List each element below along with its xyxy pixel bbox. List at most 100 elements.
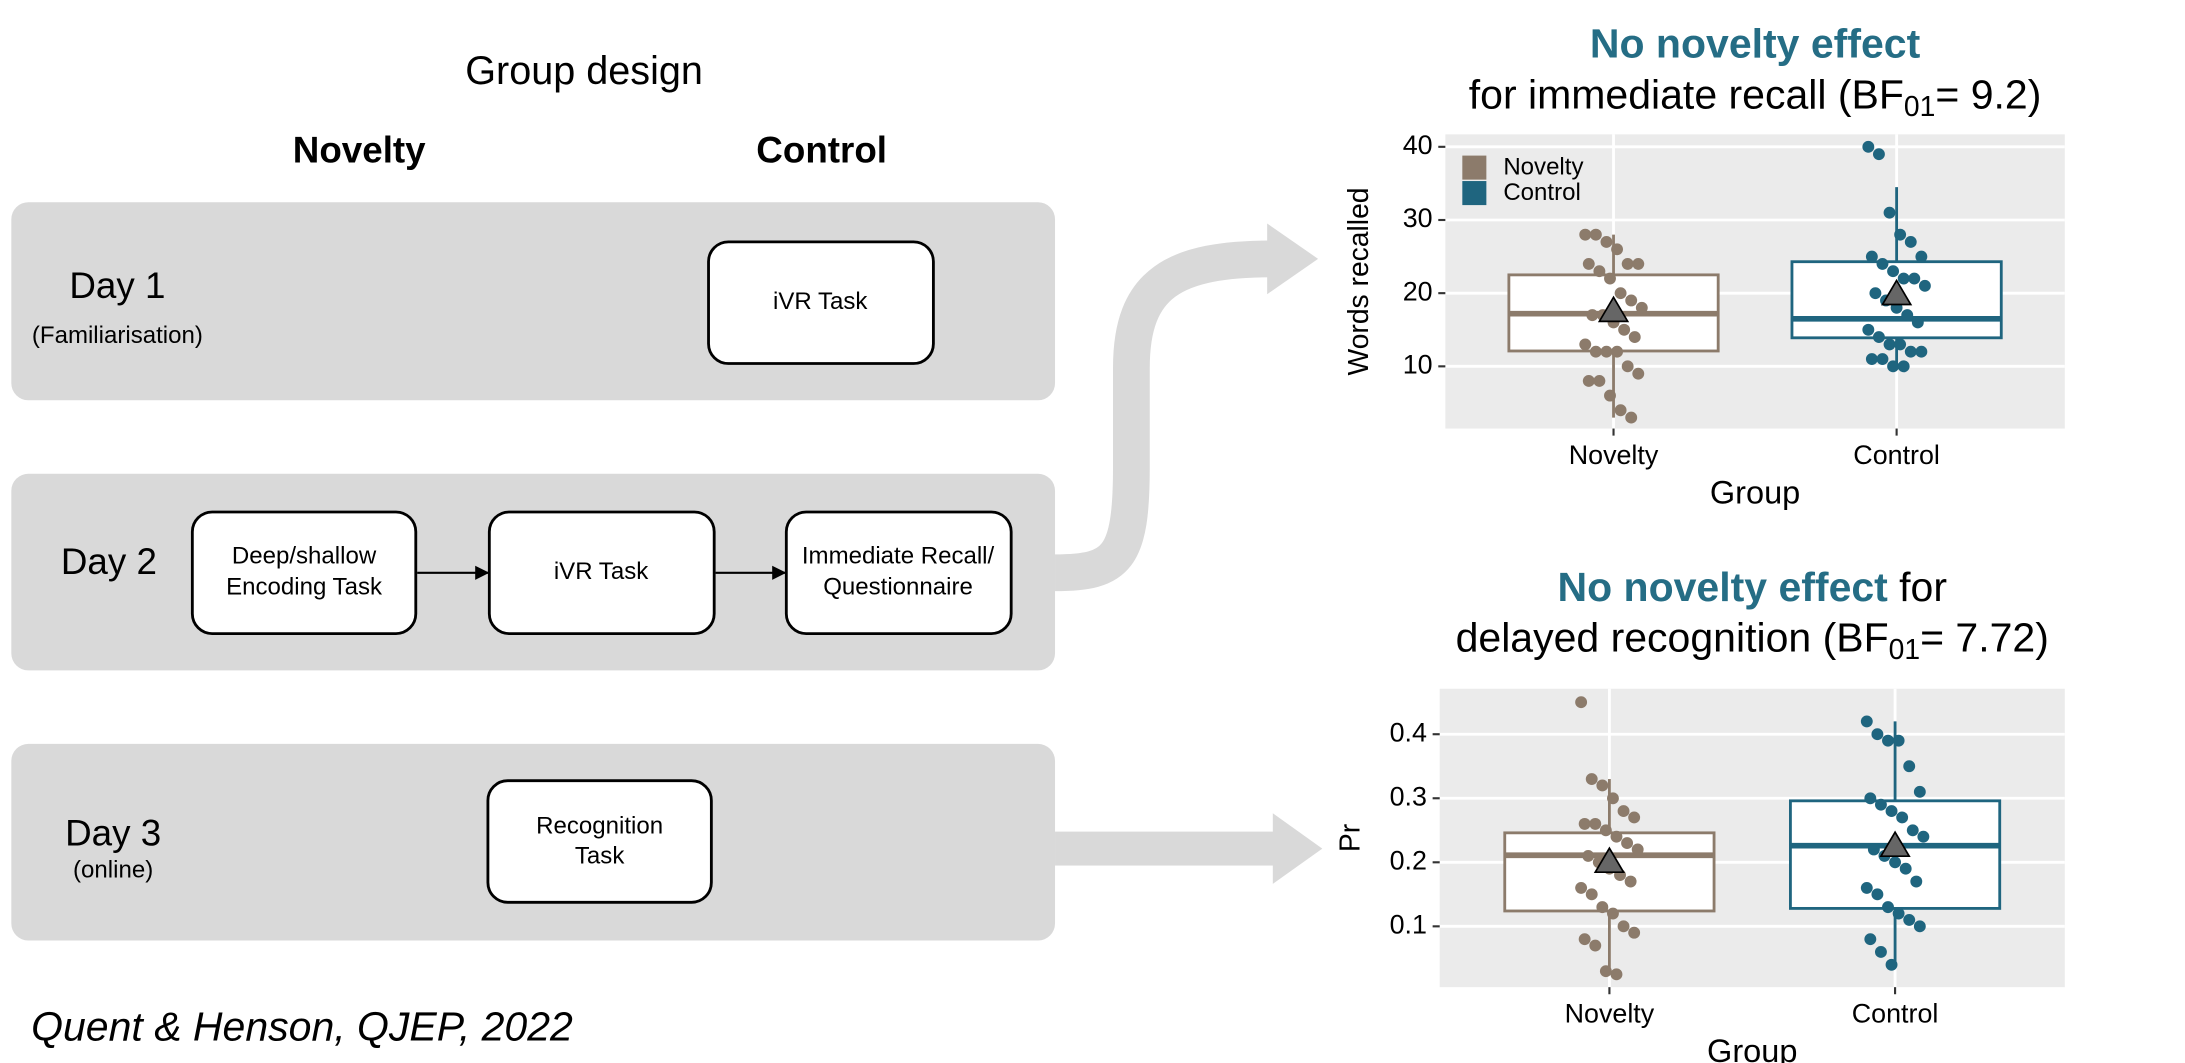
data-point bbox=[1614, 404, 1627, 417]
chart-title: for immediate recall (BF01= 9.2) bbox=[1469, 71, 2042, 122]
data-point bbox=[1618, 323, 1631, 336]
data-point bbox=[1917, 830, 1930, 843]
data-point bbox=[1897, 272, 1910, 285]
y-tick-label: 0.4 bbox=[1390, 717, 1427, 747]
data-point bbox=[1585, 888, 1598, 901]
data-point bbox=[1871, 888, 1884, 901]
y-axis-title: Pr bbox=[1333, 824, 1365, 852]
data-point bbox=[1635, 301, 1648, 314]
data-point bbox=[1906, 824, 1919, 837]
data-point bbox=[1610, 968, 1623, 981]
data-point bbox=[1617, 920, 1630, 933]
task-box bbox=[707, 240, 935, 365]
data-point bbox=[1632, 257, 1645, 270]
day-label: Day 3 bbox=[65, 813, 161, 854]
column-header: Novelty bbox=[293, 129, 426, 170]
data-point bbox=[1882, 901, 1894, 914]
chart-title: delayed recognition (BF01= 7.72) bbox=[1456, 615, 2049, 666]
data-point bbox=[1607, 792, 1619, 805]
link-arrow bbox=[1054, 240, 1273, 592]
data-point bbox=[1578, 933, 1591, 946]
data-point bbox=[1864, 792, 1877, 805]
data-point bbox=[1611, 243, 1624, 256]
data-point bbox=[1897, 360, 1910, 373]
data-point bbox=[1579, 228, 1592, 241]
data-point bbox=[1631, 843, 1644, 856]
x-tick-label: Novelty bbox=[1569, 440, 1659, 470]
task-label: iVR Task bbox=[554, 558, 649, 585]
data-point bbox=[1589, 939, 1602, 952]
data-point bbox=[1621, 257, 1634, 270]
data-point bbox=[1610, 830, 1623, 843]
data-point bbox=[1625, 411, 1638, 424]
data-point bbox=[1882, 734, 1894, 747]
data-point bbox=[1589, 228, 1602, 241]
y-tick-label: 30 bbox=[1403, 203, 1433, 233]
data-point bbox=[1596, 779, 1609, 792]
link-arrow bbox=[1055, 831, 1276, 866]
y-tick-label: 40 bbox=[1403, 130, 1433, 160]
title-part: delayed recognition (BF bbox=[1456, 615, 1889, 661]
data-point bbox=[1892, 734, 1905, 747]
x-axis-title: Group bbox=[1710, 475, 1800, 511]
data-point bbox=[1625, 294, 1638, 307]
data-point bbox=[1918, 279, 1931, 292]
data-point bbox=[1582, 849, 1595, 862]
link-arrowhead bbox=[1272, 813, 1323, 884]
data-point bbox=[1586, 309, 1599, 322]
data-point bbox=[1589, 817, 1602, 830]
task-box bbox=[487, 510, 716, 636]
data-point bbox=[1894, 338, 1907, 351]
data-point bbox=[1899, 862, 1912, 875]
title-part: 01 bbox=[1904, 90, 1935, 122]
data-point bbox=[1600, 345, 1613, 358]
data-point bbox=[1874, 946, 1887, 958]
data-point bbox=[1604, 389, 1616, 402]
data-point bbox=[1579, 338, 1592, 351]
data-point bbox=[1593, 375, 1606, 387]
data-point bbox=[1575, 696, 1588, 709]
x-tick-label: Novelty bbox=[1565, 999, 1655, 1029]
data-point bbox=[1860, 881, 1873, 894]
data-point bbox=[1915, 250, 1928, 263]
mean-marker bbox=[1593, 846, 1626, 874]
data-point bbox=[1593, 265, 1606, 278]
legend-label: Control bbox=[1503, 179, 1580, 206]
title-part: = 7.72) bbox=[1920, 615, 2049, 661]
data-point bbox=[1614, 287, 1627, 300]
data-point bbox=[1604, 272, 1616, 285]
data-point bbox=[1599, 965, 1612, 978]
data-point bbox=[1876, 257, 1889, 270]
title-part: for bbox=[1899, 564, 1947, 610]
data-point bbox=[1860, 715, 1873, 728]
data-point bbox=[1862, 140, 1875, 153]
x-axis-title: Group bbox=[1707, 1033, 1797, 1063]
data-point bbox=[1913, 920, 1926, 933]
y-tick-label: 10 bbox=[1403, 349, 1433, 379]
title-part: for immediate recall (BF bbox=[1469, 71, 1904, 117]
data-point bbox=[1864, 933, 1877, 946]
legend-key bbox=[1462, 155, 1487, 180]
data-point bbox=[1871, 728, 1884, 741]
data-point bbox=[1903, 913, 1916, 926]
data-point bbox=[1911, 316, 1924, 329]
data-point bbox=[1892, 907, 1905, 920]
data-point bbox=[1862, 323, 1875, 336]
data-point bbox=[1872, 148, 1885, 161]
task-label: iVR Task bbox=[773, 288, 868, 315]
data-point bbox=[1621, 837, 1634, 850]
day-sublabel: (online) bbox=[73, 857, 153, 884]
task-label: Recognition bbox=[536, 813, 663, 840]
legend-key bbox=[1462, 181, 1487, 206]
data-point bbox=[1874, 798, 1887, 811]
data-point bbox=[1600, 236, 1613, 248]
data-point bbox=[1578, 817, 1591, 830]
x-tick-label: Control bbox=[1853, 440, 1940, 470]
data-point bbox=[1915, 345, 1928, 358]
day-sublabel: (Familiarisation) bbox=[32, 322, 203, 349]
title-part: No novelty effect bbox=[1590, 21, 1921, 67]
task-box bbox=[190, 510, 418, 636]
data-point bbox=[1624, 875, 1637, 888]
title-part: No novelty effect bbox=[1557, 564, 1888, 610]
day-label: Day 2 bbox=[61, 541, 157, 582]
